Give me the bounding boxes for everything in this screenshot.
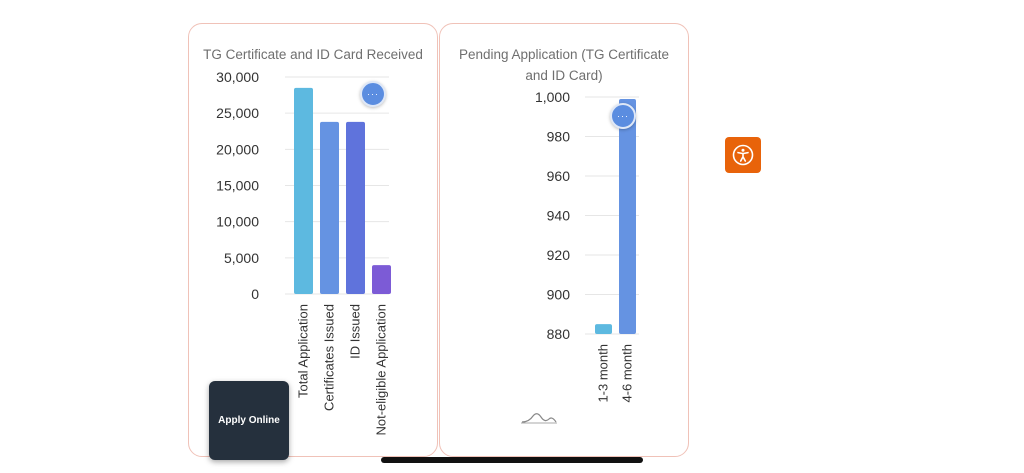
bar[interactable]	[294, 87, 313, 294]
apply-online-button[interactable]: Apply Online	[209, 381, 289, 460]
chart-pending: 880 900 920 940 960 980 1,000 1-3 month 4-6 mont…	[535, 89, 639, 403]
y-tick-label: 0	[251, 286, 259, 302]
bar[interactable]	[320, 121, 339, 294]
home-indicator	[381, 457, 643, 463]
y-tick-label: 920	[547, 247, 571, 263]
y-tick-label: 5,000	[224, 250, 259, 266]
ellipsis-icon: ···	[617, 111, 629, 121]
x-category-label: 1-3 month	[596, 344, 611, 403]
chart-title: Pending Application (TG Certificate and …	[458, 47, 670, 83]
bar[interactable]	[619, 98, 636, 334]
accessibility-button[interactable]	[725, 137, 761, 173]
y-tick-label: 980	[547, 129, 571, 145]
y-tick-label: 880	[547, 326, 571, 342]
x-category-label: Certificates Issued	[322, 304, 337, 411]
y-tick-label: 20,000	[216, 141, 259, 157]
chart-certificates: 0 5,000 10,000 15,000 20,000 25,000 30,000 Tota…	[216, 69, 391, 436]
bar[interactable]	[595, 324, 612, 334]
y-tick-label: 940	[547, 208, 571, 224]
y-tick-label: 960	[547, 168, 571, 184]
y-tick-label: 900	[547, 287, 571, 303]
x-category-label: ID Issued	[348, 304, 363, 359]
accessibility-icon	[732, 144, 754, 166]
chart-menu-button[interactable]: ···	[610, 103, 636, 129]
x-category-label: 4-6 month	[620, 344, 635, 403]
y-tick-label: 15,000	[216, 178, 259, 194]
wave-icon	[521, 413, 557, 424]
y-tick-label: 30,000	[216, 69, 259, 85]
x-category-label: Total Application	[296, 304, 311, 398]
chart-title: TG Certificate and ID Card Received	[203, 47, 423, 62]
bar[interactable]	[372, 265, 391, 294]
chart-menu-button[interactable]: ···	[360, 81, 386, 107]
bar[interactable]	[346, 121, 365, 294]
x-category-label: Not-eligible Application	[374, 304, 389, 436]
ellipsis-icon: ···	[367, 89, 379, 99]
y-tick-label: 25,000	[216, 105, 259, 121]
y-tick-label: 10,000	[216, 214, 259, 230]
y-tick-label: 1,000	[535, 89, 570, 105]
chart-card-pending: Pending Application (TG Certificate and …	[439, 23, 689, 457]
